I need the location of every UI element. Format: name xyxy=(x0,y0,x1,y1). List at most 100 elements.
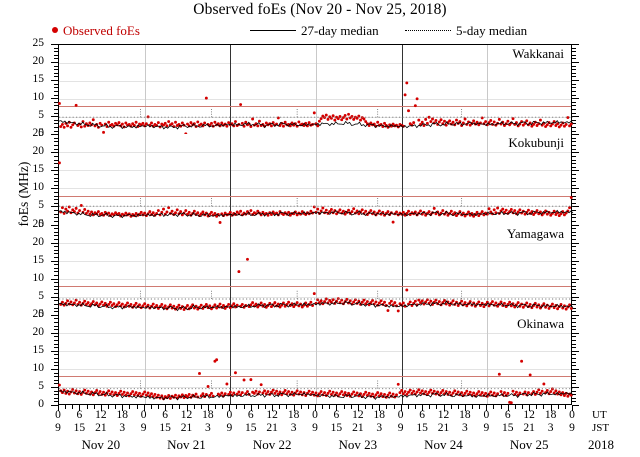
observed-point xyxy=(434,119,438,122)
observed-point xyxy=(431,117,434,121)
ut-jst-legend: UT JST xyxy=(592,409,609,435)
observed-point xyxy=(480,390,484,394)
station-label: Okinawa xyxy=(517,315,564,331)
observed-point xyxy=(513,209,517,213)
y-tick-minor-right xyxy=(572,235,576,237)
y-tick-minor-right xyxy=(572,123,576,125)
observed-point xyxy=(300,210,304,214)
observed-dot-icon xyxy=(52,27,58,33)
observed-point xyxy=(518,208,522,212)
y-tick-major xyxy=(51,350,58,352)
observed-point xyxy=(449,393,453,397)
y-tick-label: 15 xyxy=(32,253,45,266)
observed-point xyxy=(545,388,549,392)
observed-point xyxy=(143,390,147,394)
x-tick-minor xyxy=(557,405,559,409)
observed-point xyxy=(138,302,141,306)
y-tick-minor xyxy=(54,195,58,197)
observed-point xyxy=(360,208,364,212)
y-tick-minor-right xyxy=(572,54,576,56)
observed-point xyxy=(556,306,560,310)
x-tick-major xyxy=(550,405,552,411)
observed-point xyxy=(91,118,95,122)
x-tick-major xyxy=(79,405,81,411)
day-divider xyxy=(316,314,317,404)
observed-point xyxy=(220,121,224,125)
x-tick-label: 18 3 xyxy=(202,409,214,434)
observed-point xyxy=(167,120,171,123)
observed-point xyxy=(400,388,404,392)
x-tick-minor xyxy=(150,405,152,409)
y-tick-minor xyxy=(54,354,58,356)
observed-point xyxy=(295,389,299,393)
x-tick-minor xyxy=(350,405,352,409)
observed-point xyxy=(273,300,277,304)
observed-point xyxy=(371,392,374,396)
observed-point xyxy=(564,307,568,311)
reference-line-blanketing-threshold xyxy=(59,106,571,108)
y-tick-minor xyxy=(54,148,58,150)
observed-point xyxy=(215,215,219,219)
grid-line xyxy=(59,278,571,280)
observed-point xyxy=(460,299,464,303)
series-layer xyxy=(57,358,574,404)
x-tick-minor xyxy=(286,405,288,409)
y-tick-minor xyxy=(54,253,58,255)
x-tick-minor xyxy=(300,405,302,409)
y-tick-minor-right xyxy=(572,354,576,356)
y-tick-major-right xyxy=(572,116,579,118)
observed-point xyxy=(66,298,70,302)
observed-point xyxy=(172,304,176,308)
observed-point xyxy=(259,301,263,304)
y-tick-minor-right xyxy=(572,177,576,179)
observed-point xyxy=(98,302,102,306)
observed-point xyxy=(227,392,231,396)
observed-point xyxy=(341,116,345,120)
x-tick-minor xyxy=(215,405,217,409)
observed-point xyxy=(300,305,304,308)
station-label: Kokubunji xyxy=(508,135,564,151)
observed-point xyxy=(148,210,152,214)
y-tick-label: 0 xyxy=(38,127,44,140)
observed-point xyxy=(441,388,445,392)
observed-point xyxy=(508,300,512,304)
observed-point xyxy=(201,392,205,395)
observed-point xyxy=(249,125,253,129)
observed-point xyxy=(456,121,460,125)
y-tick-minor xyxy=(54,76,58,78)
observed-point xyxy=(504,208,508,212)
y-tick-minor-right xyxy=(572,289,576,291)
observed-point xyxy=(249,377,253,381)
observed-point xyxy=(506,119,510,123)
y-tick-minor-right xyxy=(572,69,576,71)
y-tick-major-right xyxy=(572,188,579,190)
observed-point xyxy=(218,302,222,306)
observed-point xyxy=(472,215,476,219)
observed-point xyxy=(408,388,412,392)
observed-point xyxy=(235,303,239,307)
y-tick-minor-right xyxy=(572,148,576,150)
observed-point xyxy=(234,120,237,123)
observed-point xyxy=(355,209,359,213)
y-tick-minor-right xyxy=(572,119,576,121)
observed-point xyxy=(223,211,227,215)
y-tick-minor-right xyxy=(572,365,576,367)
observed-point xyxy=(475,211,479,215)
observed-point xyxy=(484,391,488,395)
observed-point xyxy=(520,359,524,363)
y-tick-major-right xyxy=(572,98,579,100)
observed-point xyxy=(324,297,328,300)
y-tick-minor xyxy=(54,166,58,168)
observed-point xyxy=(225,124,229,128)
observed-point xyxy=(237,269,241,273)
observed-point xyxy=(398,390,402,394)
observed-point xyxy=(353,297,357,301)
observed-point xyxy=(376,120,380,124)
x-tick-major xyxy=(143,405,145,411)
observed-point xyxy=(78,300,82,304)
observed-point xyxy=(408,299,412,303)
observed-point xyxy=(554,389,558,393)
x-tick-minor xyxy=(72,405,74,409)
observed-point xyxy=(134,212,138,216)
day-divider xyxy=(487,45,489,135)
